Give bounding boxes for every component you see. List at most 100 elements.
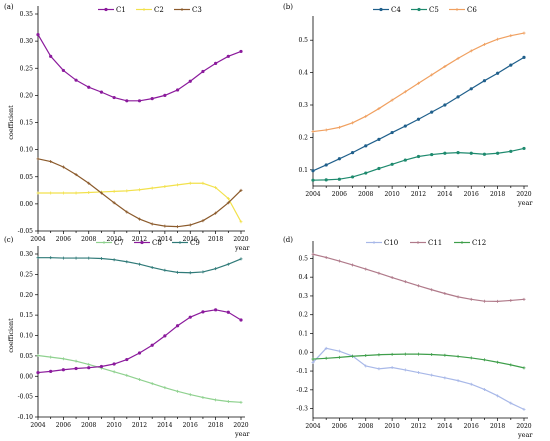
data-point [112, 189, 116, 193]
data-point [163, 93, 167, 97]
x-tick-label: 2010 [106, 236, 121, 243]
data-point [324, 255, 328, 259]
data-point [337, 125, 341, 129]
data-point [469, 382, 473, 386]
series-C2 [36, 181, 243, 224]
data-point [74, 191, 78, 195]
legend-label: C12 [472, 239, 486, 247]
chart-panel-1: (a) -0.05 0.00 0.05 0.10 0.15 0.20 0.25 0.30 0.35… [4, 3, 250, 252]
x-tick-label: 2008 [358, 191, 373, 198]
y-tick-label: 0.4 [298, 274, 308, 281]
data-point [377, 107, 381, 111]
data-point [150, 186, 154, 190]
data-point [150, 382, 154, 386]
data-point [163, 386, 167, 390]
data-point [150, 265, 154, 269]
data-point [350, 175, 355, 179]
data-point [125, 260, 129, 264]
data-point [239, 257, 243, 261]
data-point [188, 393, 192, 397]
legend-item-C9: C9 [172, 239, 200, 247]
data-point [99, 90, 104, 94]
data-point [337, 355, 341, 359]
x-tick-label: 2016 [464, 423, 479, 430]
data-point [377, 137, 381, 141]
y-tick-label: 0.1 [298, 167, 308, 174]
data-point [74, 366, 78, 371]
legend-label: C4 [391, 6, 401, 14]
y-axis-label: coefficient [7, 105, 15, 140]
data-point [201, 181, 205, 185]
data-point [417, 352, 420, 356]
x-tick-label: 2020 [233, 236, 248, 243]
y-tick-label: 0.00 [20, 201, 34, 208]
data-point [61, 256, 65, 260]
data-point [214, 186, 218, 190]
data-point [125, 357, 129, 362]
x-tick-label: 2018 [490, 191, 505, 198]
data-point [150, 343, 154, 347]
data-point [112, 362, 116, 366]
legend-label: C2 [154, 6, 164, 14]
data-point [337, 177, 341, 181]
data-point [469, 87, 473, 91]
y-tick-label: 0.0 [298, 349, 308, 356]
data-point [482, 387, 486, 391]
data-point [351, 354, 355, 358]
x-tick-label: 2018 [490, 423, 505, 430]
data-point [509, 63, 513, 67]
data-point [522, 407, 526, 411]
data-point [509, 363, 513, 367]
data-point [201, 310, 205, 314]
data-point [112, 370, 116, 374]
data-point [403, 90, 407, 94]
data-point [201, 270, 205, 274]
data-point [163, 185, 167, 189]
y-tick-label: 0.20 [20, 92, 34, 99]
data-point [324, 346, 328, 350]
y-tick-label: 0.30 [20, 251, 34, 258]
x-tick-label: 2016 [183, 422, 198, 429]
data-point [175, 324, 180, 328]
legend-item-C4: C4 [373, 6, 401, 14]
y-tick-label: 0.3 [298, 293, 308, 300]
x-tick-label: 2014 [157, 236, 172, 243]
x-tick-label: 2008 [81, 422, 96, 429]
data-point [188, 223, 192, 227]
data-point [188, 79, 192, 83]
x-tick-label: 2008 [358, 423, 373, 430]
data-point [430, 73, 434, 77]
data-point [377, 166, 381, 171]
panel-label: (b) [283, 3, 293, 11]
legend-item-C11: C11 [410, 239, 442, 247]
legend-label: C11 [428, 239, 442, 247]
x-axis-label: year [234, 244, 250, 252]
data-point [522, 146, 526, 151]
series-C12 [311, 352, 526, 370]
data-point [377, 367, 381, 371]
data-point [99, 364, 104, 369]
x-tick-label: 2020 [516, 423, 531, 430]
data-point [337, 349, 341, 353]
data-point [176, 389, 180, 393]
data-point [74, 78, 78, 82]
x-tick-label: 2012 [132, 236, 147, 243]
data-point [351, 263, 355, 267]
data-point [443, 151, 447, 155]
data-point [496, 299, 500, 303]
legend-marker [460, 241, 464, 244]
data-point [364, 114, 368, 118]
data-point [403, 124, 407, 128]
data-point [163, 334, 167, 338]
legend-item-C2: C2 [136, 6, 164, 14]
data-point [188, 271, 192, 275]
legend-marker [372, 241, 376, 244]
data-point [112, 258, 116, 262]
data-point [87, 362, 91, 366]
data-point [417, 81, 420, 85]
x-tick-label: 2016 [183, 236, 198, 243]
chart-panel-2: (b) 0.1 0.2 0.3 0.4 0.5 2004 2006 2008 2010 2012 20… [283, 3, 533, 207]
x-tick-label: 2014 [437, 423, 452, 430]
data-point [138, 217, 141, 221]
data-point [417, 371, 420, 375]
